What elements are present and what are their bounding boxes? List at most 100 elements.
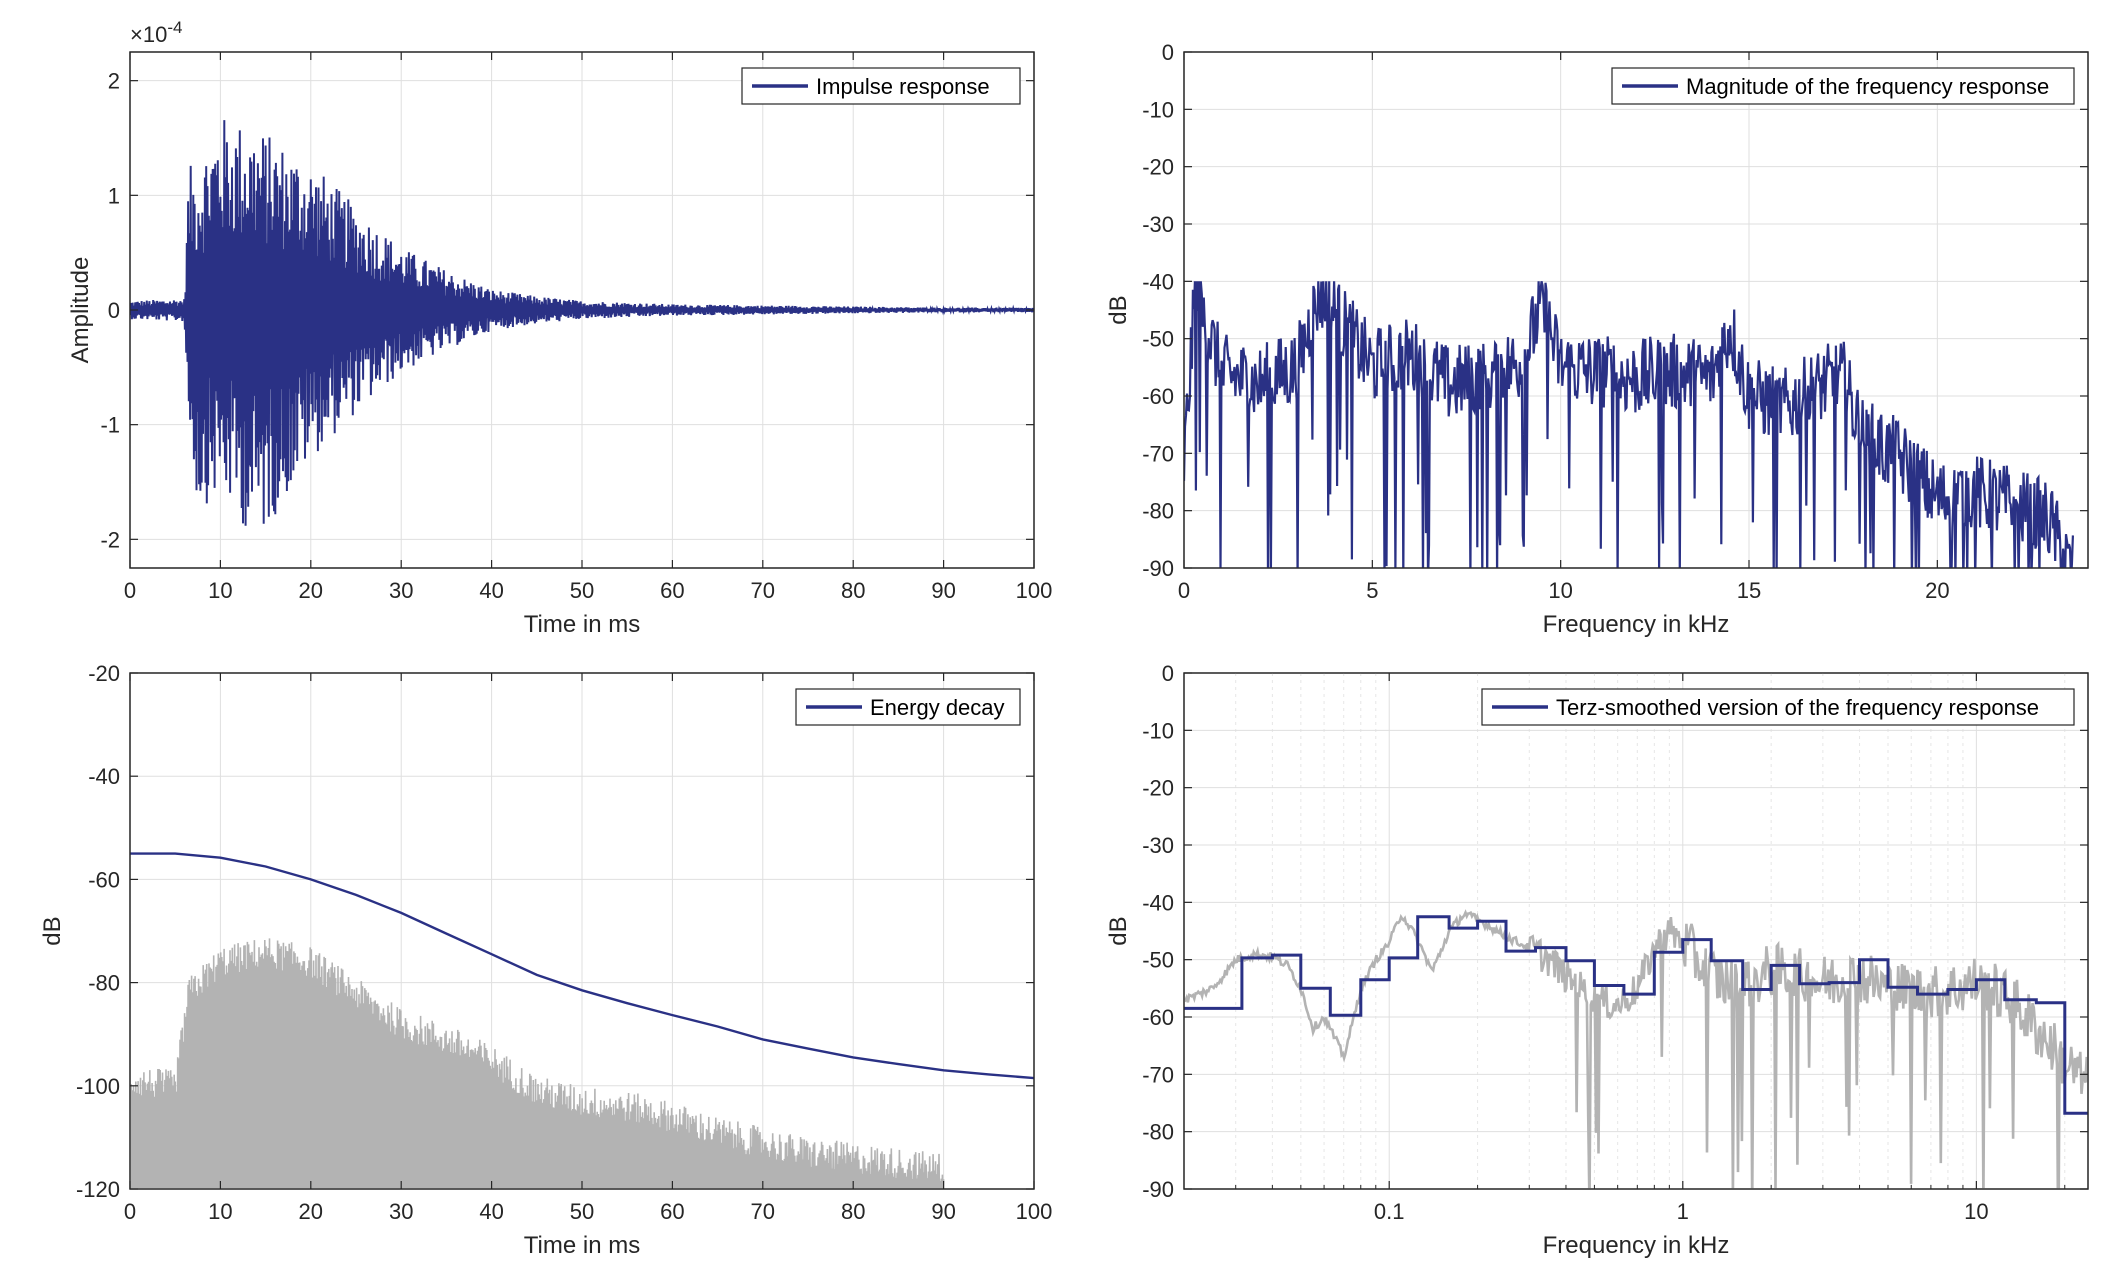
x-tick-label: 100 [1016, 578, 1053, 603]
x-tick-label: 80 [841, 1199, 865, 1224]
y-exponent-power: -4 [167, 18, 182, 37]
y-tick-label: -2 [100, 527, 120, 552]
x-tick-label: 50 [570, 1199, 594, 1224]
x-tick-label: 0 [1178, 578, 1190, 603]
x-tick-label: 0.1 [1374, 1199, 1405, 1224]
energy-decay-axes: 0 10 20 30 40 50 60 70 80 90 100 -20 -40 -60 -80 -100 -1… [39, 661, 1052, 1259]
y-tick-label: 2 [108, 69, 120, 94]
y-tick-label: -30 [1142, 212, 1174, 237]
x-tick-label: 100 [1016, 1199, 1053, 1224]
terz-smoothed-line [1184, 915, 2088, 1115]
axes-frame [1183, 51, 2089, 569]
x-tick-label: 30 [389, 1199, 413, 1224]
ticks: 0 10 20 30 40 50 60 70 80 90 100 -2 -1 0 1 2 [100, 52, 1052, 603]
x-tick-label: 20 [299, 578, 323, 603]
y-tick-label: 1 [108, 183, 120, 208]
x-tick-label: 40 [479, 578, 503, 603]
y-tick-label: -10 [1142, 718, 1174, 743]
impulse-response-line [130, 120, 1034, 526]
y-exponent-label: ×10-4 [130, 18, 182, 47]
y-tick-label: -70 [1142, 441, 1174, 466]
legend-box [1611, 67, 2075, 105]
y-tick-label: -70 [1142, 1062, 1174, 1087]
y-tick-label: -20 [88, 661, 120, 686]
y-tick-label: -40 [88, 764, 120, 789]
x-tick-label: 80 [841, 578, 865, 603]
energy-raw-gray-line [130, 938, 945, 1189]
y-tick-label: -80 [88, 971, 120, 996]
x-tick-label: 70 [751, 578, 775, 603]
terz-raw-gray-line [1184, 909, 2088, 1189]
y-tick-label: 0 [1162, 40, 1174, 65]
x-tick-label: 60 [660, 1199, 684, 1224]
plot-area [1183, 672, 2089, 1190]
y-tick-label: -20 [1142, 776, 1174, 801]
y-tick-label: -50 [1142, 948, 1174, 973]
y-tick-label: -50 [1142, 327, 1174, 352]
x-tick-label: 30 [389, 578, 413, 603]
y-tick-label: -40 [1142, 269, 1174, 294]
ticks: 0 5 10 15 20 0 -10 -20 -30 -40 -50 -60 -70 -80 -90 [1142, 40, 2088, 603]
y-tick-label: -10 [1142, 97, 1174, 122]
x-axis-label: Time in ms [524, 611, 640, 638]
x-tick-label: 40 [479, 1199, 503, 1224]
y-tick-label: -100 [76, 1074, 120, 1099]
energy-decay-line [130, 852, 1034, 1080]
data-layer [130, 852, 1034, 1189]
x-tick-label: 90 [931, 578, 955, 603]
terz-smoothed-axes: 0.1 1 10 0 -10 -20 -30 -40 -50 -60 -70 -80 -90 Freque… [1105, 661, 2089, 1259]
y-tick-label: -60 [88, 867, 120, 892]
data-layer [130, 120, 1034, 526]
ticks: 0 10 20 30 40 50 60 70 80 90 100 -20 -40 -60 -80 -100 -1… [76, 661, 1052, 1224]
x-tick-label: 0 [124, 1199, 136, 1224]
y-tick-label: -80 [1142, 499, 1174, 524]
magnitude-response-axes: 0 5 10 15 20 0 -10 -20 -30 -40 -50 -60 -70 -80 -90 Freq… [1105, 40, 2089, 638]
x-tick-label: 10 [208, 578, 232, 603]
legend-label: Magnitude of the frequency response [1686, 74, 2049, 99]
y-tick-label: 0 [1162, 661, 1174, 686]
y-axis-label: dB [1105, 295, 1132, 324]
x-tick-label: 60 [660, 578, 684, 603]
y-tick-label: -90 [1142, 556, 1174, 581]
data-layer [1184, 281, 2074, 568]
x-tick-label: 20 [299, 1199, 323, 1224]
legend: Energy decay [795, 688, 1021, 726]
x-axis-label: Time in ms [524, 1232, 640, 1259]
axes-frame [1183, 672, 2089, 1190]
x-tick-label: 20 [1925, 578, 1949, 603]
y-axis-label: dB [39, 916, 66, 945]
x-tick-label: 90 [931, 1199, 955, 1224]
y-axis-label: Amplitude [67, 257, 94, 364]
ticks: 0.1 1 10 0 -10 -20 -30 -40 -50 -60 -70 -80 -90 [1142, 661, 2088, 1224]
y-tick-label: -30 [1142, 833, 1174, 858]
x-axis-label: Frequency in kHz [1543, 1232, 1730, 1259]
x-tick-label: 5 [1366, 578, 1378, 603]
magnitude-response-line [1184, 281, 2074, 568]
y-tick-label: -60 [1142, 384, 1174, 409]
x-tick-label: 0 [124, 578, 136, 603]
x-tick-label: 70 [751, 1199, 775, 1224]
legend: Impulse response [741, 67, 1021, 105]
impulse-response-axes: 0 10 20 30 40 50 60 70 80 90 100 -2 -1 0 1 2 ×10-4 Time i… [67, 18, 1052, 638]
y-axis-label: dB [1105, 916, 1132, 945]
x-tick-label: 10 [208, 1199, 232, 1224]
x-tick-label: 1 [1677, 1199, 1689, 1224]
y-tick-label: -90 [1142, 1177, 1174, 1202]
x-axis-label: Frequency in kHz [1543, 611, 1730, 638]
y-tick-label: -1 [100, 413, 120, 438]
y-tick-label: -120 [76, 1177, 120, 1202]
legend-box [1481, 688, 2075, 726]
data-layer [1184, 909, 2088, 1189]
x-tick-label: 10 [1964, 1199, 1988, 1224]
y-tick-label: -20 [1142, 155, 1174, 180]
y-tick-label: -60 [1142, 1005, 1174, 1030]
legend-label: Energy decay [870, 695, 1005, 720]
y-tick-label: -40 [1142, 890, 1174, 915]
legend: Magnitude of the frequency response [1611, 67, 2075, 105]
y-tick-label: -80 [1142, 1120, 1174, 1145]
legend-label: Impulse response [816, 74, 990, 99]
x-tick-label: 15 [1737, 578, 1761, 603]
x-tick-label: 10 [1548, 578, 1572, 603]
legend-label: Terz-smoothed version of the frequency r… [1556, 695, 2039, 720]
